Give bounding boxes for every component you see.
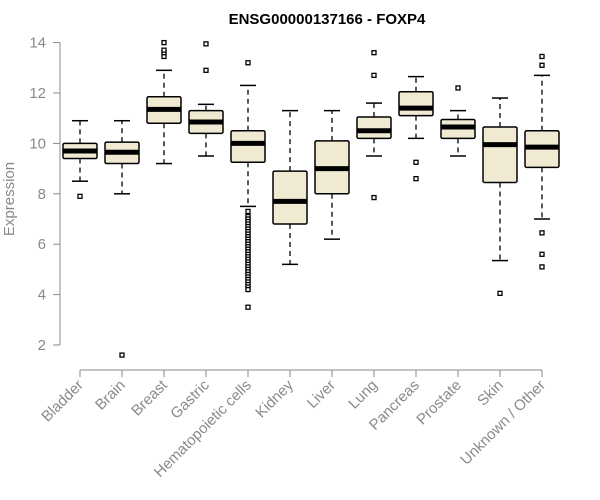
x-tick-label: Brain (92, 377, 129, 414)
box-pancreas (398, 75, 434, 182)
outlier-point (161, 39, 167, 46)
box-breast (146, 39, 182, 165)
outlier-point (539, 53, 545, 60)
outlier-point (119, 352, 125, 358)
y-tick-label: 12 (29, 85, 46, 102)
y-axis: 2 4 6 8 10 12 14 (29, 35, 61, 354)
y-tick-label: 4 (38, 287, 46, 304)
box-brain (104, 119, 140, 358)
x-tick-label: Bladder (38, 377, 87, 426)
outlier-point (539, 251, 545, 257)
box-kidney (272, 109, 308, 266)
outlier-point (371, 194, 377, 201)
outlier-point (539, 230, 545, 236)
outlier-point (413, 159, 419, 165)
x-tick-label: Prostate (413, 377, 465, 429)
box-prostate (440, 85, 476, 157)
outlier-point (245, 286, 251, 293)
box-iqr (482, 126, 518, 184)
y-tick-label: 14 (29, 35, 46, 52)
box-unknown-other (524, 53, 560, 270)
outlier-point (497, 290, 503, 296)
outlier-point (371, 50, 377, 56)
outlier-point (161, 47, 167, 53)
box-skin (482, 97, 518, 296)
outlier-point (539, 62, 545, 68)
x-tick-label: Breast (128, 376, 171, 419)
outlier-point (455, 85, 461, 91)
box-group (62, 39, 560, 358)
y-tick-label: 2 (38, 337, 46, 354)
y-tick-label: 10 (29, 135, 46, 152)
x-tick-label: Skin (474, 377, 507, 410)
y-tick-label: 8 (38, 186, 46, 203)
outlier-point (203, 67, 209, 73)
chart-title: ENSG00000137166 - FOXP4 (229, 11, 426, 28)
box-liver (314, 109, 350, 240)
outlier-point (245, 304, 251, 310)
outlier-point (539, 264, 545, 270)
box-iqr (356, 116, 392, 140)
outlier-point (371, 72, 377, 79)
y-axis-label: Expression (1, 162, 18, 236)
outlier-point (245, 60, 251, 66)
box-iqr (398, 90, 434, 117)
outlier-point (245, 208, 251, 215)
box-gastric (188, 41, 224, 157)
x-tick-label: Kidney (252, 376, 297, 421)
box-iqr (272, 170, 308, 225)
box-hematopoietic-cells (230, 60, 266, 310)
box-iqr (230, 130, 266, 164)
outlier-point (77, 193, 83, 199)
box-lung (356, 50, 392, 201)
x-tick-label: Lung (345, 377, 381, 413)
outlier-point (413, 176, 419, 182)
y-tick-label: 6 (38, 236, 46, 253)
box-bladder (62, 119, 98, 199)
outlier-point (203, 41, 209, 47)
x-tick-label: Liver (304, 377, 339, 412)
